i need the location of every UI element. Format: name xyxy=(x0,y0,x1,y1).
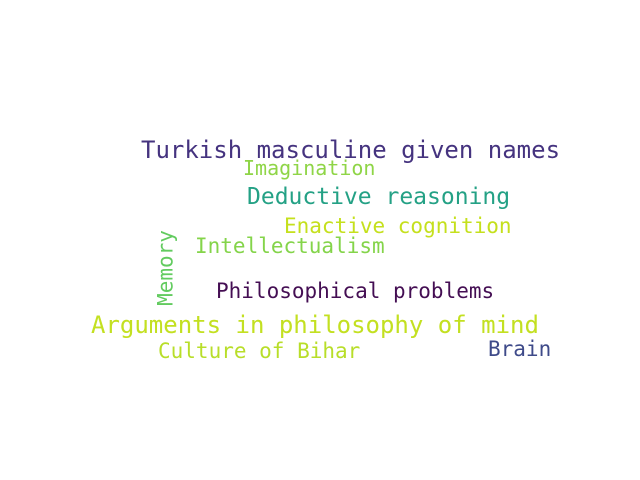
word-arguments-in-philosophy-of-mind: Arguments in philosophy of mind xyxy=(91,311,539,339)
word-philosophical-problems: Philosophical problems xyxy=(216,279,495,303)
word-culture-of-bihar: Culture of Bihar xyxy=(158,339,361,363)
word-enactive-cognition: Enactive cognition xyxy=(284,214,512,238)
word-intellectualism: Intellectualism xyxy=(195,234,385,258)
word-turkish-masculine-given-names: Turkish masculine given names xyxy=(141,136,561,164)
word-deductive-reasoning: Deductive reasoning xyxy=(247,184,511,210)
word-brain: Brain xyxy=(488,337,552,361)
word-imagination: Imagination xyxy=(243,156,376,180)
word-memory: Memory xyxy=(153,230,178,306)
